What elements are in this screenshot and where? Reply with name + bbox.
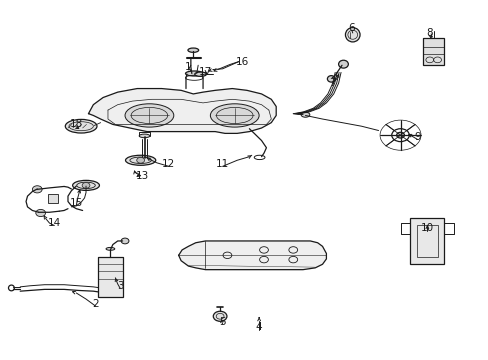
Ellipse shape [194,72,206,76]
Ellipse shape [106,247,115,250]
Ellipse shape [185,71,203,76]
Polygon shape [178,241,326,270]
Circle shape [137,157,144,163]
Text: 4: 4 [255,322,262,332]
Text: 17: 17 [199,67,212,77]
Text: 1: 1 [185,62,191,72]
Text: 13: 13 [135,171,148,181]
Bar [409,218,444,264]
Text: 6: 6 [348,23,354,33]
Ellipse shape [65,120,97,133]
Text: 3: 3 [117,281,123,291]
Bar [98,257,122,297]
Text: 8: 8 [426,28,432,38]
Ellipse shape [73,180,99,190]
Text: 15: 15 [69,198,83,208]
Polygon shape [88,89,276,134]
Text: 18: 18 [69,120,83,129]
Bar [416,225,437,257]
Text: 10: 10 [420,224,433,233]
Ellipse shape [187,48,198,52]
Ellipse shape [338,60,347,68]
Text: 12: 12 [162,159,175,169]
Ellipse shape [345,28,359,42]
Text: 11: 11 [216,159,229,169]
Bar [48,194,58,203]
Circle shape [121,238,129,244]
Ellipse shape [139,134,150,138]
Ellipse shape [125,104,173,127]
Ellipse shape [301,112,309,117]
Text: 16: 16 [235,57,248,67]
Ellipse shape [327,76,334,82]
Circle shape [36,210,45,217]
Circle shape [396,132,404,138]
Text: 14: 14 [48,218,61,228]
Bar [422,39,444,65]
Circle shape [82,183,90,188]
Text: 9: 9 [413,132,420,142]
Ellipse shape [125,155,156,165]
Ellipse shape [210,104,259,127]
Circle shape [213,311,226,321]
Circle shape [32,186,42,193]
Text: 5: 5 [219,317,225,327]
Text: 7: 7 [328,78,335,88]
Text: 2: 2 [92,299,99,309]
